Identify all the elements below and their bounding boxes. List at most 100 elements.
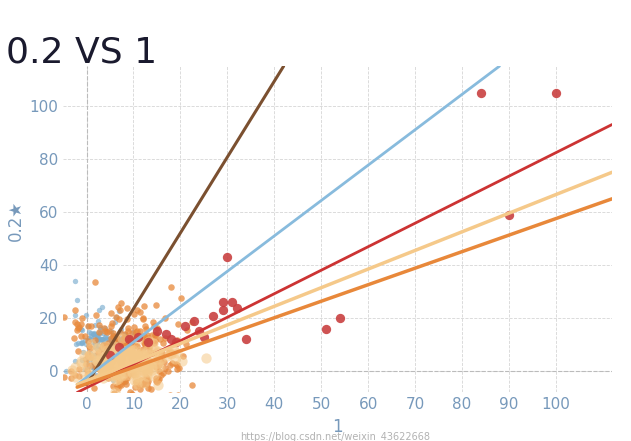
Point xyxy=(78,352,88,359)
Point xyxy=(109,370,119,377)
Point xyxy=(139,379,150,386)
Point xyxy=(144,360,155,367)
Point xyxy=(144,342,154,349)
Point xyxy=(146,385,156,392)
Point xyxy=(125,351,135,358)
Point xyxy=(90,351,100,359)
Point xyxy=(504,211,514,218)
Point xyxy=(134,381,144,388)
Point xyxy=(109,372,119,379)
Point xyxy=(91,338,102,345)
Point xyxy=(114,315,124,322)
Point xyxy=(138,316,148,323)
Point xyxy=(91,312,101,319)
Point xyxy=(95,324,105,331)
Point xyxy=(165,391,175,398)
Point xyxy=(153,376,163,383)
Point xyxy=(133,379,143,386)
Point xyxy=(126,351,136,359)
Point xyxy=(136,359,146,366)
Point xyxy=(106,348,116,355)
Point xyxy=(96,356,106,363)
Point xyxy=(94,343,104,350)
Point xyxy=(116,334,126,341)
Point xyxy=(115,327,125,334)
Point xyxy=(113,367,123,374)
Point xyxy=(150,332,160,339)
Point xyxy=(124,336,134,343)
Point xyxy=(153,348,163,355)
Point xyxy=(106,341,116,348)
Point xyxy=(92,364,102,371)
Text: https://blog.csdn.net/weixin_43622668: https://blog.csdn.net/weixin_43622668 xyxy=(240,431,430,441)
Point xyxy=(118,362,128,369)
Point xyxy=(127,336,138,343)
Point xyxy=(131,354,141,361)
Point xyxy=(156,371,166,378)
Point xyxy=(73,325,83,332)
Point xyxy=(69,335,79,342)
Point xyxy=(95,359,105,366)
Point xyxy=(109,342,119,349)
Point xyxy=(126,358,136,365)
Point xyxy=(100,333,110,340)
Point xyxy=(136,349,146,356)
Point xyxy=(141,374,151,381)
Point xyxy=(133,401,143,408)
Point xyxy=(115,357,126,364)
Point xyxy=(131,355,141,362)
Point xyxy=(132,356,142,363)
Point xyxy=(67,366,77,374)
Point xyxy=(139,368,150,375)
Point xyxy=(142,368,152,375)
Point xyxy=(112,365,122,372)
Point xyxy=(132,376,142,383)
Point xyxy=(105,359,115,366)
Point xyxy=(232,304,242,311)
Point xyxy=(107,323,117,330)
Point xyxy=(115,351,126,358)
Point xyxy=(148,331,158,338)
Point xyxy=(109,366,119,374)
Point xyxy=(86,340,96,347)
Point xyxy=(160,315,170,322)
Point xyxy=(100,338,110,345)
Point xyxy=(129,358,139,365)
Point xyxy=(103,370,114,377)
Point xyxy=(105,359,115,366)
Point xyxy=(141,358,151,365)
Point xyxy=(172,361,182,368)
Point xyxy=(139,360,149,367)
Point xyxy=(138,381,148,388)
Point xyxy=(76,321,86,328)
Point xyxy=(103,362,113,369)
Point xyxy=(133,354,143,361)
Point xyxy=(122,365,133,372)
Point xyxy=(103,356,114,363)
Point xyxy=(119,369,129,376)
Point xyxy=(72,326,82,333)
Point xyxy=(144,339,155,346)
Point xyxy=(154,363,164,370)
Point xyxy=(201,354,211,361)
Point xyxy=(136,377,146,384)
Point xyxy=(92,357,102,364)
Point xyxy=(71,341,81,348)
Point xyxy=(93,360,103,367)
Point xyxy=(120,330,130,337)
Point xyxy=(126,390,136,397)
Point xyxy=(129,368,139,375)
Point xyxy=(166,348,176,355)
Point xyxy=(127,362,137,369)
Point xyxy=(227,299,237,306)
Point xyxy=(114,344,124,351)
Point xyxy=(105,366,115,373)
Point xyxy=(131,333,141,340)
Point xyxy=(177,353,187,360)
Point xyxy=(139,353,150,360)
Point xyxy=(151,330,161,337)
Point xyxy=(151,301,161,308)
Point xyxy=(89,373,99,380)
Point xyxy=(99,371,109,378)
Point xyxy=(335,315,345,322)
